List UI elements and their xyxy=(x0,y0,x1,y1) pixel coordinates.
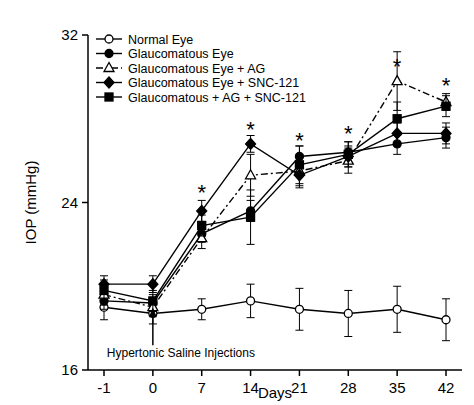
point xyxy=(149,297,157,305)
x-tick xyxy=(348,370,350,376)
chart: 16 24 32 -1 0 7 14 21 28 35 42 Days IOP (mmHg) Hypert… xyxy=(0,0,474,405)
plot-area xyxy=(99,52,451,341)
error-bar xyxy=(100,284,108,305)
series xyxy=(100,127,450,311)
point xyxy=(246,170,256,179)
significance-marker: * xyxy=(344,121,353,146)
point xyxy=(344,150,352,158)
legend-label: Glaucomatous Eye + AG xyxy=(128,62,265,76)
y-axis-label: IOP (mmHg) xyxy=(22,161,39,245)
error-bar xyxy=(344,290,352,336)
point xyxy=(247,213,255,221)
annotation: Hypertonic Saline Injections xyxy=(107,346,255,360)
y-tick-label: 32 xyxy=(61,26,78,43)
point xyxy=(198,222,206,230)
y-tick xyxy=(82,34,88,36)
legend-label: Glaucomatous Eye + SNC-121 xyxy=(128,76,299,90)
error-bar xyxy=(247,190,255,244)
legend: Normal EyeGlaucomatous EyeGlaucomatous E… xyxy=(96,33,306,105)
point xyxy=(442,102,450,110)
annotation-arrowhead xyxy=(149,307,157,317)
significance-marker: * xyxy=(197,180,206,205)
error-bar xyxy=(393,286,401,332)
point xyxy=(295,305,303,313)
significance-marker: * xyxy=(393,54,402,79)
x-tick xyxy=(396,370,398,376)
legend-label: Glaucomatous Eye xyxy=(128,47,234,61)
y-tick xyxy=(82,369,88,371)
x-tick-label: 28 xyxy=(340,379,357,396)
point xyxy=(393,115,401,123)
x-tick xyxy=(445,370,447,376)
annotation-arrow xyxy=(152,315,154,345)
error-bar xyxy=(198,215,206,236)
legend-marker xyxy=(104,77,114,88)
x-tick xyxy=(250,370,252,376)
point xyxy=(344,309,352,317)
x-tick-label: -1 xyxy=(97,379,110,396)
point xyxy=(441,128,451,139)
x-tick xyxy=(152,370,154,376)
legend-marker xyxy=(104,63,114,72)
point xyxy=(295,161,303,169)
significance-marker: * xyxy=(246,117,255,142)
series-line xyxy=(104,81,446,307)
error-bar xyxy=(393,102,401,136)
x-axis-label: Days xyxy=(258,384,292,401)
y-tick-label: 16 xyxy=(61,361,78,378)
legend-marker xyxy=(105,50,113,58)
error-bar xyxy=(442,299,450,341)
point xyxy=(247,297,255,305)
point xyxy=(148,279,158,290)
x-tick-label: 0 xyxy=(149,379,157,396)
series xyxy=(99,52,451,316)
point xyxy=(442,316,450,324)
y-tick xyxy=(82,202,88,204)
x-tick xyxy=(103,370,105,376)
error-bar xyxy=(247,284,255,318)
series xyxy=(100,96,450,312)
point xyxy=(198,305,206,313)
x-tick-label: 42 xyxy=(438,379,455,396)
error-bar xyxy=(100,280,108,301)
x-tick-label: 7 xyxy=(198,379,206,396)
point xyxy=(393,305,401,313)
error-bar xyxy=(442,123,450,144)
error-bar xyxy=(295,288,303,330)
x-tick-label: 35 xyxy=(389,379,406,396)
legend-label: Glaucomatous + AG + SNC-121 xyxy=(128,91,306,105)
error-bar xyxy=(198,299,206,320)
legend-marker xyxy=(105,35,113,43)
legend-marker xyxy=(105,93,113,101)
series xyxy=(99,123,451,293)
point xyxy=(100,286,108,294)
error-bar xyxy=(442,96,450,117)
x-tick xyxy=(299,370,301,376)
x-tick xyxy=(201,370,203,376)
series-line xyxy=(104,138,446,303)
y-tick-label: 24 xyxy=(61,194,78,211)
x-tick-label: 21 xyxy=(291,379,308,396)
series-line xyxy=(104,133,446,284)
x-axis xyxy=(88,369,462,371)
x-tick-label: 14 xyxy=(242,379,259,396)
significance-marker: * xyxy=(442,73,451,98)
significance-marker: * xyxy=(295,128,304,153)
legend-label: Normal Eye xyxy=(128,33,193,47)
error-bar xyxy=(442,127,450,148)
